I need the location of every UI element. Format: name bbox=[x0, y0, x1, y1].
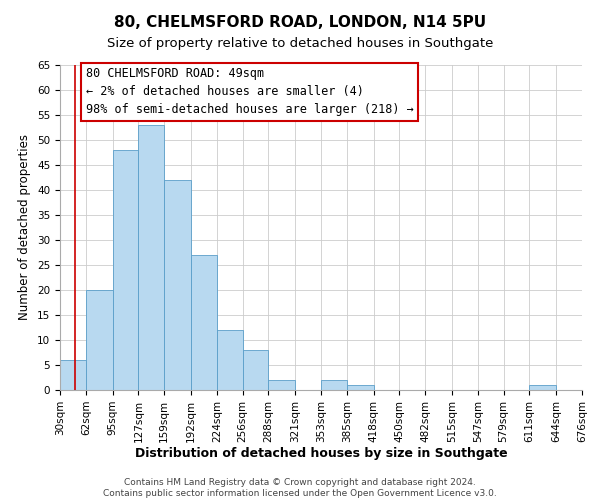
Y-axis label: Number of detached properties: Number of detached properties bbox=[19, 134, 31, 320]
Bar bbox=[347, 385, 374, 390]
Bar bbox=[139, 125, 164, 390]
Bar bbox=[529, 385, 556, 390]
Bar bbox=[86, 290, 113, 390]
Bar bbox=[321, 380, 347, 390]
Bar bbox=[113, 150, 139, 390]
Bar bbox=[191, 255, 217, 390]
Text: Contains HM Land Registry data © Crown copyright and database right 2024.
Contai: Contains HM Land Registry data © Crown c… bbox=[103, 478, 497, 498]
Text: 80 CHELMSFORD ROAD: 49sqm
← 2% of detached houses are smaller (4)
98% of semi-de: 80 CHELMSFORD ROAD: 49sqm ← 2% of detach… bbox=[86, 68, 413, 116]
Bar bbox=[60, 360, 86, 390]
Bar bbox=[242, 350, 268, 390]
X-axis label: Distribution of detached houses by size in Southgate: Distribution of detached houses by size … bbox=[134, 448, 508, 460]
Bar bbox=[164, 180, 191, 390]
Bar bbox=[217, 330, 242, 390]
Bar bbox=[268, 380, 295, 390]
Text: Size of property relative to detached houses in Southgate: Size of property relative to detached ho… bbox=[107, 38, 493, 51]
Text: 80, CHELMSFORD ROAD, LONDON, N14 5PU: 80, CHELMSFORD ROAD, LONDON, N14 5PU bbox=[114, 15, 486, 30]
